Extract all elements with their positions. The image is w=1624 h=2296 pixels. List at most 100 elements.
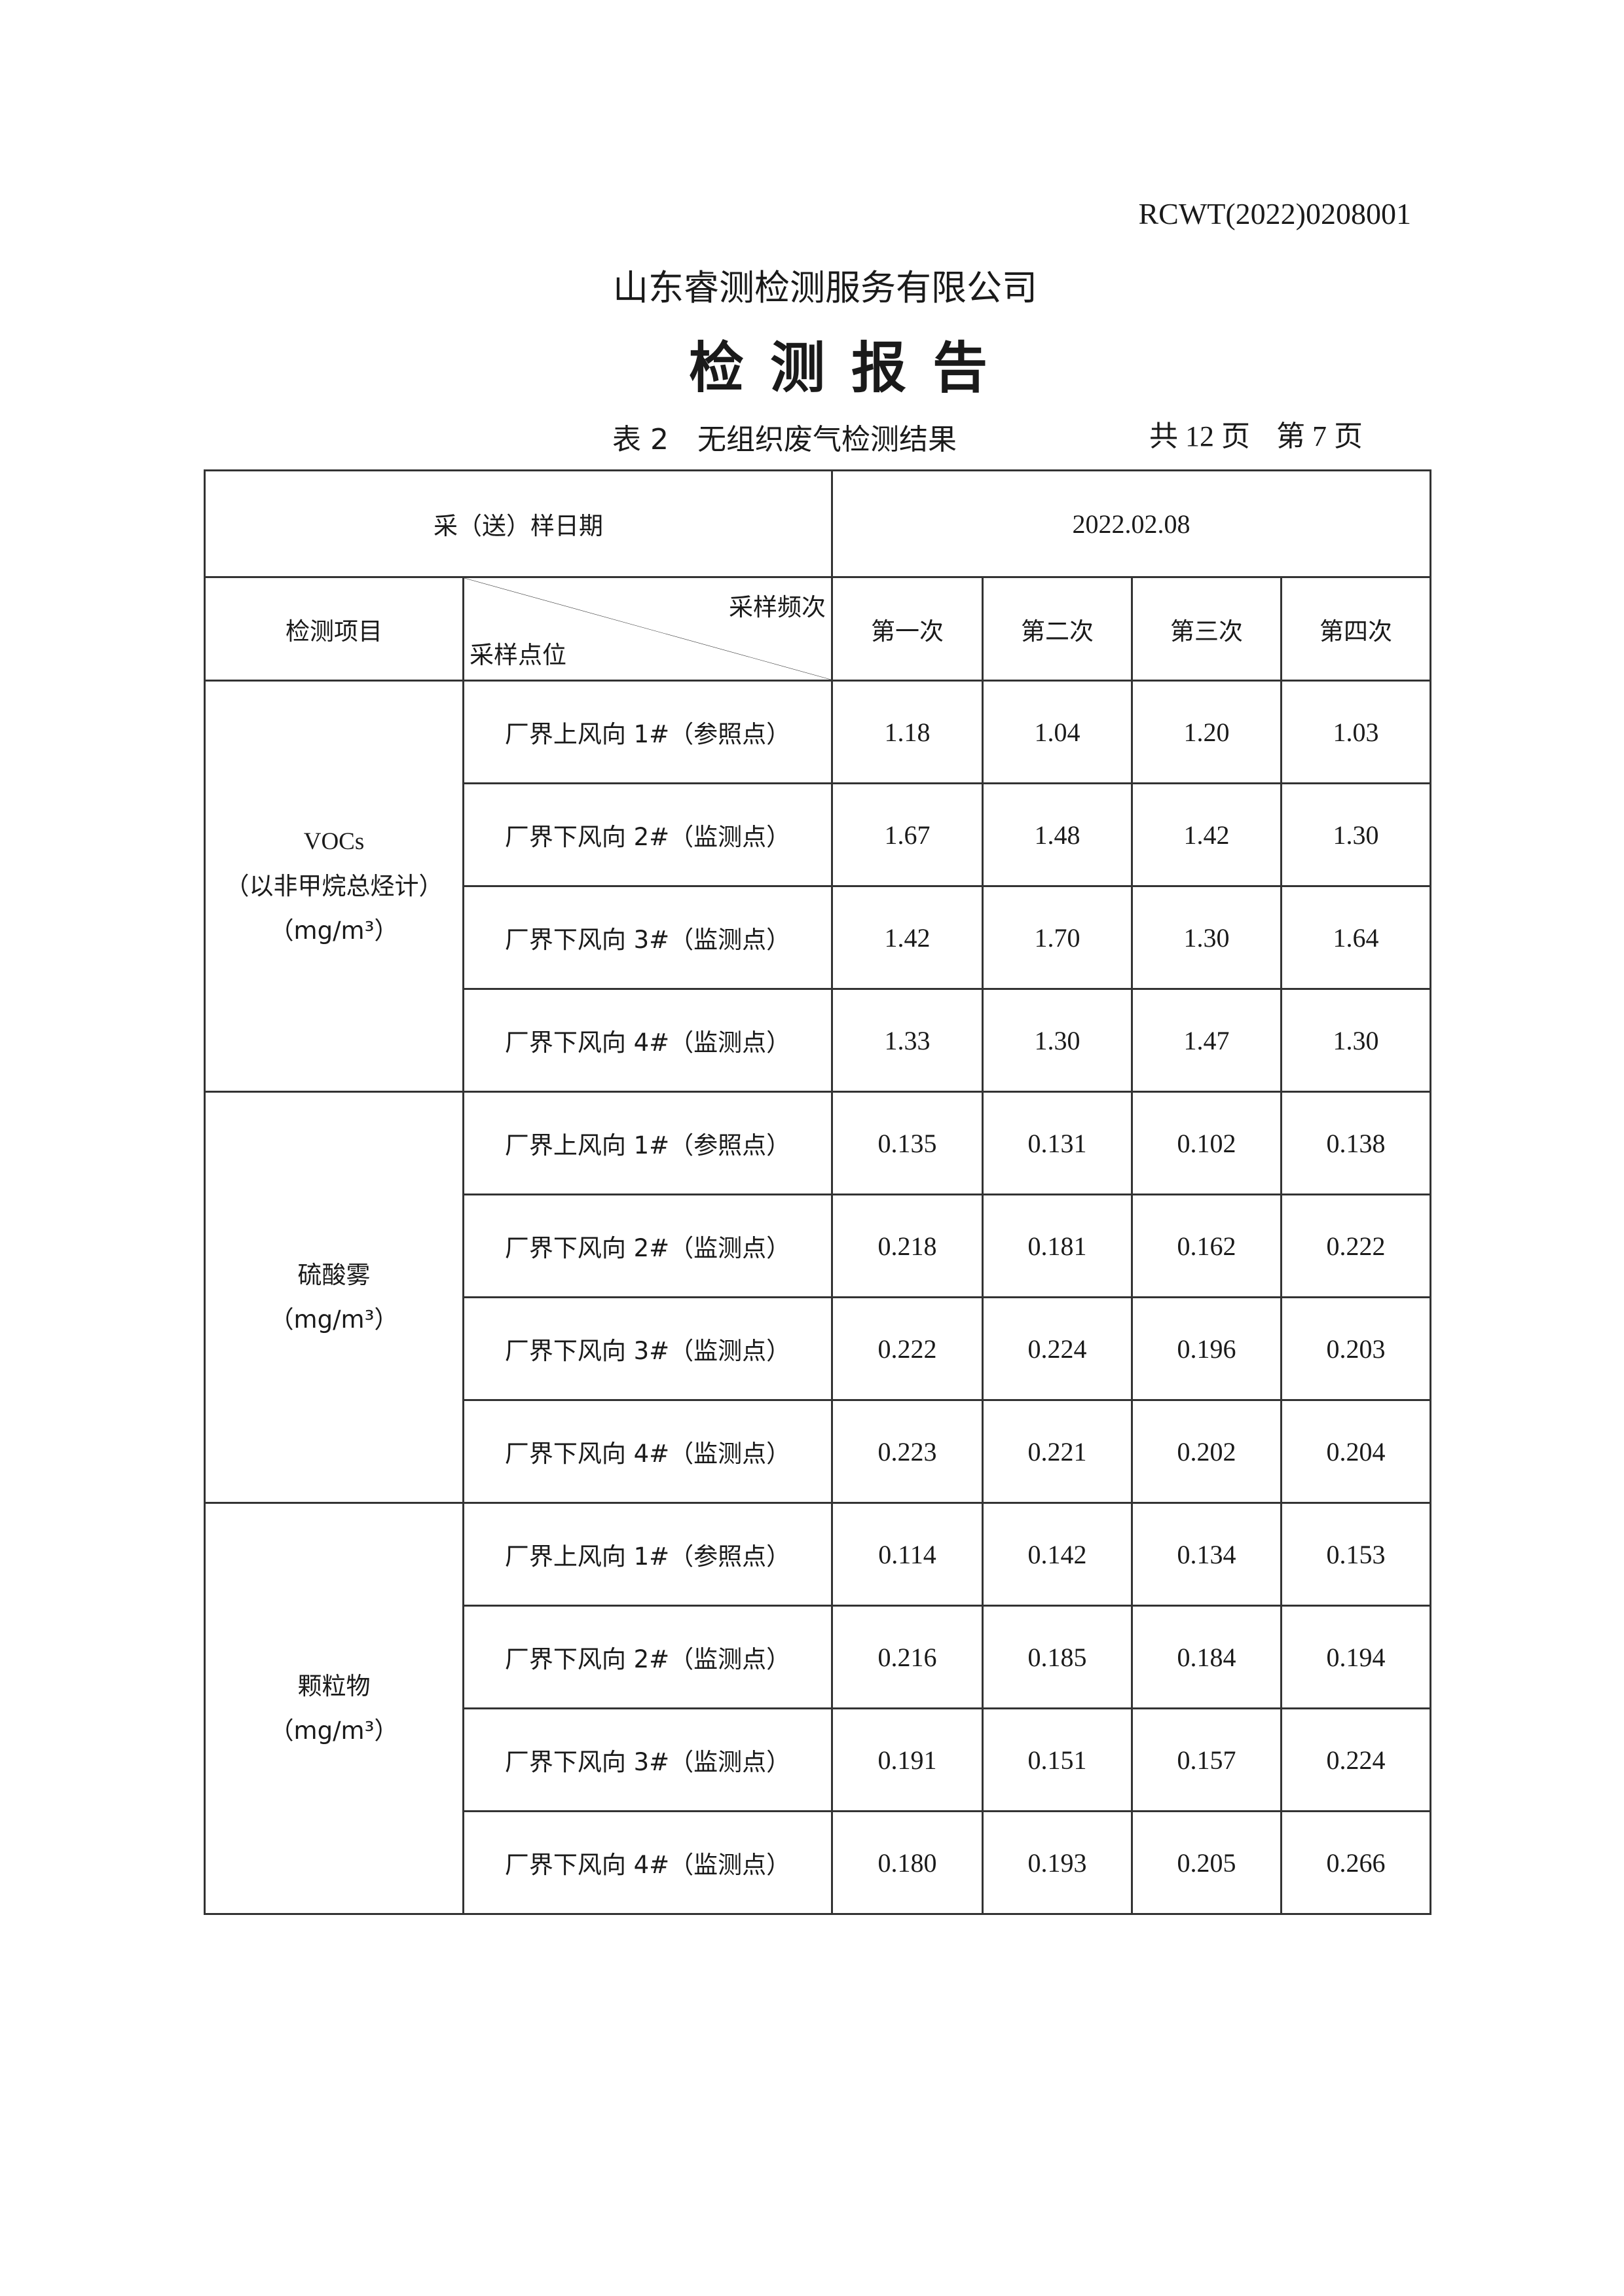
document-title: 检测报告 — [688, 335, 1014, 400]
diagonal-header: 采样频次 采样点位 — [462, 576, 833, 682]
value-cell: 1.30 — [982, 988, 1133, 1093]
test-item-unit: （mg/m³） — [269, 1305, 399, 1334]
value-cell: 1.33 — [831, 988, 984, 1093]
test-item-unit: （mg/m³） — [269, 1716, 399, 1745]
value-cell: 0.153 — [1280, 1502, 1431, 1607]
date-row: 采（送）样日期 2022.02.08 — [204, 469, 1431, 578]
value-cell: 1.03 — [1280, 680, 1431, 784]
sampling-date: 2022.02.08 — [831, 469, 1431, 578]
table-row: 厂界下风向 3#（监测点） 0.191 0.151 0.157 0.224 — [205, 1707, 1431, 1812]
sampling-point: 厂界下风向 4#（监测点） — [462, 1810, 833, 1915]
value-cell: 0.194 — [1280, 1605, 1431, 1709]
table-row: 厂界下风向 2#（监测点） 0.216 0.185 0.184 0.194 — [205, 1605, 1431, 1709]
sampling-point: 厂界下风向 3#（监测点） — [462, 1296, 833, 1401]
sampling-point: 厂界下风向 4#（监测点） — [462, 988, 833, 1093]
value-cell: 0.224 — [1280, 1707, 1431, 1812]
report-number: RCWT(2022)0208001 — [1138, 197, 1411, 230]
page-info: 共 12 页第 7 页 — [1149, 412, 1389, 454]
value-cell: 0.205 — [1131, 1810, 1282, 1915]
table-row: 颗粒物 （mg/m³） 厂界上风向 1#（参照点） 0.114 0.142 0.134 0.… — [204, 1502, 1431, 1915]
value-cell: 0.224 — [982, 1296, 1133, 1401]
value-cell: 1.70 — [982, 885, 1133, 990]
table-row: 厂界下风向 3#（监测点） 1.42 1.70 1.30 1.64 — [205, 885, 1431, 990]
table-row: 厂界下风向 4#（监测点） 1.33 1.30 1.47 1.30 — [205, 988, 1431, 1093]
value-cell: 0.181 — [982, 1194, 1133, 1298]
value-cell: 1.67 — [831, 782, 984, 887]
table-row: 厂界下风向 2#（监测点） 1.67 1.48 1.42 1.30 — [205, 782, 1431, 887]
current-page: 第 7 页 — [1276, 420, 1363, 452]
diagonal-line — [464, 578, 831, 680]
value-cell: 0.202 — [1131, 1399, 1282, 1504]
value-cell: 0.102 — [1131, 1091, 1282, 1195]
sampling-point: 厂界下风向 2#（监测点） — [462, 782, 833, 887]
test-item: 硫酸雾 （mg/m³） — [204, 1091, 464, 1504]
value-cell: 0.216 — [831, 1605, 984, 1709]
value-cell: 0.162 — [1131, 1194, 1282, 1298]
value-cell: 0.142 — [982, 1502, 1133, 1607]
item-label: 检测项目 — [204, 576, 464, 682]
value-cell: 1.47 — [1131, 988, 1282, 1093]
value-cell: 1.18 — [831, 680, 984, 784]
point-label: 采样点位 — [470, 641, 566, 669]
value-cell: 0.222 — [1280, 1194, 1431, 1298]
value-cell: 0.114 — [831, 1502, 984, 1607]
value-cell: 0.191 — [831, 1707, 984, 1812]
test-item: 颗粒物 （mg/m³） — [204, 1502, 464, 1915]
sampling-point: 厂界下风向 3#（监测点） — [462, 885, 833, 990]
value-cell: 0.222 — [831, 1296, 984, 1401]
value-cell: 1.42 — [1131, 782, 1282, 887]
value-cell: 0.151 — [982, 1707, 1133, 1812]
value-cell: 1.30 — [1280, 988, 1431, 1093]
sampling-point: 厂界下风向 2#（监测点） — [462, 1605, 833, 1709]
test-item-name: 颗粒物 — [297, 1671, 371, 1700]
company-name: 山东睿测检测服务有限公司 — [613, 267, 1037, 308]
value-cell: 1.64 — [1280, 885, 1431, 990]
sampling-point: 厂界上风向 1#（参照点） — [462, 680, 833, 784]
test-item-sub: （以非甲烷总烃计） — [225, 871, 443, 900]
header-row: 检测项目 采样频次 采样点位 第一次 第二次 第三次 第四次 — [204, 576, 1431, 682]
value-cell: 1.04 — [982, 680, 1133, 784]
table-row: 厂界下风向 4#（监测点） 0.180 0.193 0.205 0.266 — [205, 1810, 1431, 1915]
sampling-point: 厂界上风向 1#（参照点） — [462, 1502, 833, 1607]
test-item-unit: （mg/m³） — [269, 916, 399, 945]
table-row: 硫酸雾 （mg/m³） 厂界上风向 1#（参照点） 0.135 0.131 0.102 0.… — [204, 1091, 1431, 1504]
table-row: VOCs （以非甲烷总烃计） （mg/m³） 厂界上风向 1#（参照点） 1.18 1.0… — [204, 680, 1431, 1093]
value-cell: 1.42 — [831, 885, 984, 990]
value-cell: 0.131 — [982, 1091, 1133, 1195]
value-cell: 0.135 — [831, 1091, 984, 1195]
table-caption: 表 2 无组织废气检测结果 — [612, 423, 957, 456]
value-cell: 0.193 — [982, 1810, 1133, 1915]
value-cell: 0.138 — [1280, 1091, 1431, 1195]
value-cell: 1.30 — [1280, 782, 1431, 887]
column-header: 第一次 — [831, 576, 984, 682]
column-header: 第四次 — [1280, 576, 1431, 682]
sampling-point: 厂界下风向 3#（监测点） — [462, 1707, 833, 1812]
value-cell: 0.204 — [1280, 1399, 1431, 1504]
value-cell: 0.180 — [831, 1810, 984, 1915]
test-item-name: 硫酸雾 — [297, 1260, 371, 1289]
value-cell: 1.20 — [1131, 680, 1282, 784]
value-cell: 0.203 — [1280, 1296, 1431, 1401]
value-cell: 0.185 — [982, 1605, 1133, 1709]
value-cell: 0.218 — [831, 1194, 984, 1298]
sampling-point: 厂界下风向 2#（监测点） — [462, 1194, 833, 1298]
value-cell: 0.134 — [1131, 1502, 1282, 1607]
value-cell: 0.221 — [982, 1399, 1133, 1504]
value-cell: 1.48 — [982, 782, 1133, 887]
value-cell: 1.30 — [1131, 885, 1282, 990]
value-cell: 0.266 — [1280, 1810, 1431, 1915]
results-table: 采（送）样日期 2022.02.08 检测项目 采样频次 采样点位 第一次 第二… — [204, 469, 1431, 1915]
value-cell: 0.223 — [831, 1399, 984, 1504]
value-cell: 0.196 — [1131, 1296, 1282, 1401]
sampling-point: 厂界上风向 1#（参照点） — [462, 1091, 833, 1195]
table-row: 厂界下风向 2#（监测点） 0.218 0.181 0.162 0.222 — [205, 1194, 1431, 1298]
total-pages: 共 12 页 — [1149, 420, 1250, 452]
table-row: 厂界下风向 3#（监测点） 0.222 0.224 0.196 0.203 — [205, 1296, 1431, 1401]
value-cell: 0.157 — [1131, 1707, 1282, 1812]
test-item: VOCs （以非甲烷总烃计） （mg/m³） — [204, 680, 464, 1093]
column-header: 第二次 — [982, 576, 1133, 682]
value-cell: 0.184 — [1131, 1605, 1282, 1709]
sampling-date-label: 采（送）样日期 — [204, 469, 833, 578]
table-row: 厂界下风向 4#（监测点） 0.223 0.221 0.202 0.204 — [205, 1399, 1431, 1504]
column-header: 第三次 — [1131, 576, 1282, 682]
